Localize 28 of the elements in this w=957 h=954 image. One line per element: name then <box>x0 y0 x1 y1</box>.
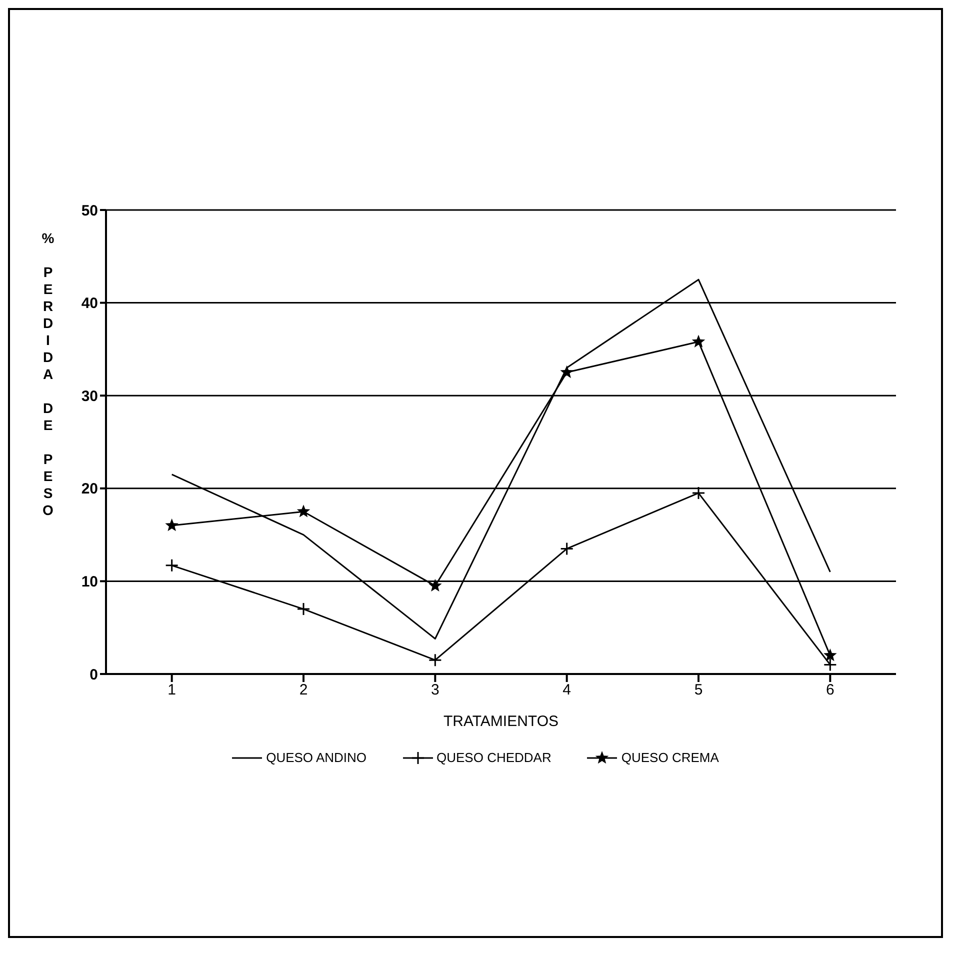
x-tick-label: 3 <box>430 682 440 699</box>
point <box>560 365 574 378</box>
x-tick-label: 2 <box>299 682 308 699</box>
point <box>165 558 179 572</box>
y-tick-label: 20 <box>81 480 98 498</box>
y-tick-label: 40 <box>81 295 98 312</box>
point <box>165 518 178 532</box>
legend-label: QUESO CREMA <box>621 750 719 765</box>
point <box>692 486 706 500</box>
y-tick-label: 50 <box>81 202 98 220</box>
y-tick-label: 0 <box>90 666 98 684</box>
x-tick-label: 5 <box>694 682 703 699</box>
x-tick-label: 1 <box>168 682 176 699</box>
y-axis-title: % PERDIDA DE PESO <box>40 230 56 519</box>
x-tick-label: 4 <box>562 682 572 699</box>
legend-label: QUESO ANDINO <box>266 750 367 765</box>
legend-label: QUESO CHEDDAR <box>436 750 552 765</box>
point <box>692 334 706 348</box>
point <box>560 542 574 556</box>
x-tick-label: 6 <box>826 682 834 699</box>
point <box>428 653 442 667</box>
y-tick-label: 30 <box>81 388 98 405</box>
point <box>296 602 310 616</box>
point <box>428 578 442 592</box>
point <box>824 648 837 662</box>
point <box>296 504 310 518</box>
x-axis-title: TRATAMIENTOS <box>443 713 559 730</box>
y-tick-label: 10 <box>81 574 98 591</box>
